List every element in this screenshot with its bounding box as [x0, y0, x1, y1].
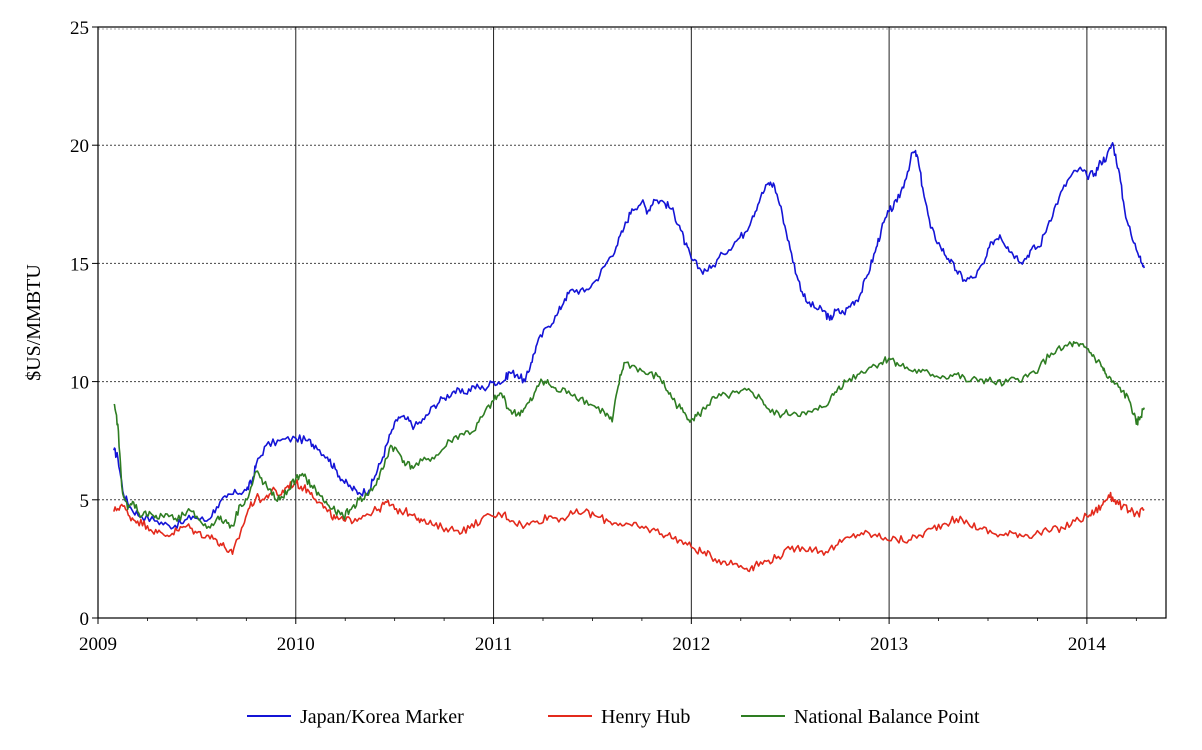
x-tick-label: 2014 [1068, 634, 1107, 655]
series-line [113, 340, 1145, 530]
x-tick-label: 2010 [277, 634, 315, 655]
legend-label: Henry Hub [601, 706, 690, 728]
legend-label: Japan/Korea Marker [300, 706, 464, 728]
axes: 0 5 10 15 20 25 2009 2010 2011 2012 2013 2014 [70, 18, 1137, 655]
series-line [113, 479, 1145, 573]
series-lines [113, 142, 1145, 573]
grid-lines [98, 26, 1166, 618]
legend-label: National Balance Point [794, 706, 980, 728]
y-axis-label: $US/MMBTU [23, 264, 45, 381]
x-tick-label: 2012 [672, 634, 710, 655]
x-tick-label: 2013 [870, 634, 908, 655]
y-tick-label: 25 [70, 18, 89, 39]
x-tick-label: 2009 [79, 634, 117, 655]
y-tick-label: 5 [80, 491, 90, 512]
y-tick-label: 20 [70, 136, 89, 157]
y-tick-label: 0 [80, 609, 90, 630]
legend: Japan/Korea Marker Henry Hub National Bala… [247, 706, 980, 728]
y-tick-label: 15 [70, 254, 89, 275]
x-tick-label: 2011 [475, 634, 512, 655]
plot-frame [97, 26, 1167, 619]
y-tick-label: 10 [70, 373, 89, 394]
series-line [113, 142, 1145, 530]
